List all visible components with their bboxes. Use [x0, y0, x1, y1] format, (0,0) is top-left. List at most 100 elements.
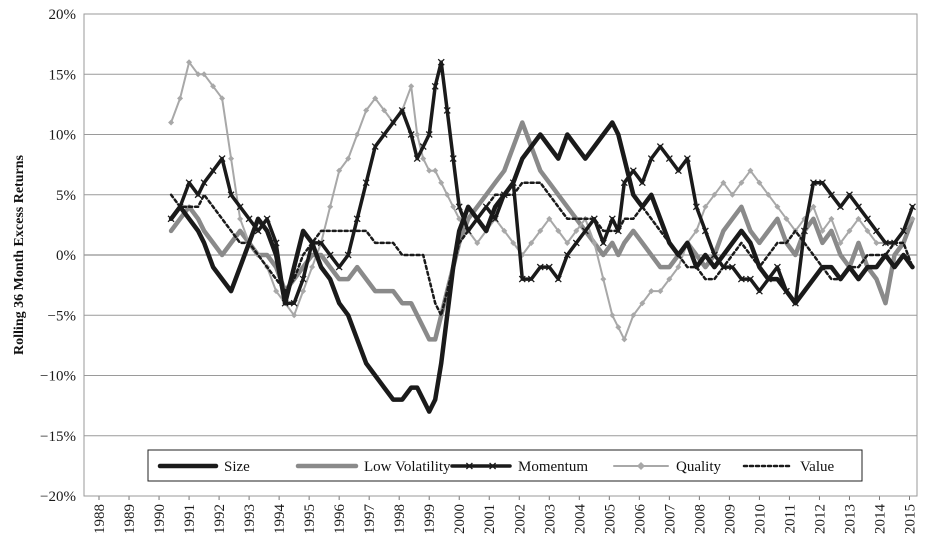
quality-marker [819, 227, 826, 234]
momentum-marker [194, 191, 202, 199]
momentum-marker [245, 215, 253, 223]
momentum-marker [882, 239, 889, 247]
series-line-momentum [169, 60, 915, 305]
x-tick-label: 2015 [902, 504, 918, 534]
x-tick-label: 2014 [872, 504, 888, 535]
legend-label-quality: Quality [676, 459, 721, 475]
quality-marker [237, 215, 244, 222]
quality-marker [381, 107, 388, 114]
quality-marker [309, 264, 316, 271]
quality-marker [711, 191, 718, 198]
momentum-marker [227, 191, 235, 199]
momentum-marker [836, 203, 844, 211]
x-tick-label: 1998 [392, 504, 408, 534]
quality-marker [432, 167, 439, 174]
x-tick-label: 2012 [812, 504, 828, 534]
momentum-marker [800, 227, 808, 235]
x-tick-label: 2010 [752, 504, 768, 534]
momentum-marker [527, 275, 535, 283]
legend-marker [489, 462, 497, 470]
y-tick-label: −10% [40, 369, 76, 385]
momentum-marker [665, 155, 673, 163]
quality-marker [510, 239, 517, 246]
quality-marker [837, 239, 844, 246]
quality-marker [765, 191, 772, 198]
momentum-marker [855, 203, 862, 211]
momentum-marker [638, 179, 646, 187]
momentum-marker [509, 179, 517, 187]
x-tick-label: 2008 [692, 504, 708, 534]
momentum-marker [773, 263, 781, 271]
momentum-marker [620, 179, 628, 187]
y-tick-label: −15% [40, 429, 76, 445]
x-tick-label: 2001 [482, 504, 498, 534]
quality-marker [591, 239, 598, 246]
y-tick-label: 0% [56, 248, 76, 264]
legend-label-value: Value [800, 459, 834, 475]
momentum-marker [764, 275, 772, 283]
momentum-marker [909, 203, 916, 211]
y-tick-label: −20% [40, 489, 76, 505]
momentum-marker [782, 287, 790, 295]
x-tick-label: 2013 [842, 504, 858, 534]
momentum-marker [590, 215, 598, 223]
momentum-marker [218, 155, 226, 163]
x-tick-label: 2002 [512, 504, 528, 534]
quality-marker [756, 179, 763, 186]
x-tick-label: 1994 [272, 504, 288, 535]
momentum-marker [809, 179, 817, 187]
quality-marker [327, 203, 334, 210]
quality-marker [408, 83, 415, 90]
x-tick-label: 1997 [362, 504, 378, 535]
x-axis-ticks: 1988 1989 1990 1991 1992 1993 1994 1995 1996 1997… [92, 496, 918, 534]
quality-marker [783, 215, 790, 222]
momentum-marker [335, 263, 343, 271]
quality-marker [609, 312, 616, 319]
quality-marker [657, 288, 664, 295]
legend-marker [637, 462, 645, 470]
momentum-marker [710, 251, 718, 259]
quality-marker [354, 131, 361, 138]
quality-marker [693, 227, 700, 234]
quality-marker [873, 239, 880, 246]
momentum-marker [629, 167, 637, 175]
quality-marker [474, 239, 481, 246]
quality-marker [666, 276, 673, 283]
x-tick-label: 1991 [182, 504, 198, 534]
quality-marker [219, 95, 226, 102]
legend-label-low-volatility: Low Volatility [364, 459, 451, 475]
quality-marker [828, 215, 835, 222]
momentum-marker [464, 227, 472, 235]
quality-marker [639, 300, 646, 307]
momentum-marker [728, 263, 736, 271]
momentum-marker [209, 167, 217, 175]
quality-marker [555, 227, 562, 234]
momentum-marker [344, 251, 352, 259]
momentum-marker [656, 143, 664, 151]
momentum-marker [647, 155, 655, 163]
momentum-marker [864, 215, 871, 223]
x-tick-label: 1988 [92, 504, 108, 534]
momentum-marker [554, 275, 562, 283]
quality-marker [546, 215, 553, 222]
quality-marker [210, 83, 217, 90]
quality-marker [450, 203, 457, 210]
x-tick-label: 2003 [542, 504, 558, 534]
momentum-marker [755, 287, 763, 295]
quality-marker [909, 215, 916, 222]
x-tick-label: 1990 [152, 504, 168, 534]
momentum-marker [845, 191, 853, 199]
x-tick-label: 1999 [422, 504, 438, 534]
momentum-marker [455, 203, 463, 211]
quality-marker [228, 155, 235, 162]
momentum-marker [290, 299, 298, 307]
momentum-marker [362, 179, 370, 187]
y-tick-label: 10% [49, 128, 77, 144]
quality-marker [738, 179, 745, 186]
momentum-marker [380, 131, 388, 138]
x-tick-label: 1996 [332, 504, 348, 535]
momentum-marker [692, 203, 700, 211]
momentum-marker [701, 227, 709, 235]
momentum-marker [599, 239, 607, 247]
momentum-marker [443, 106, 451, 114]
